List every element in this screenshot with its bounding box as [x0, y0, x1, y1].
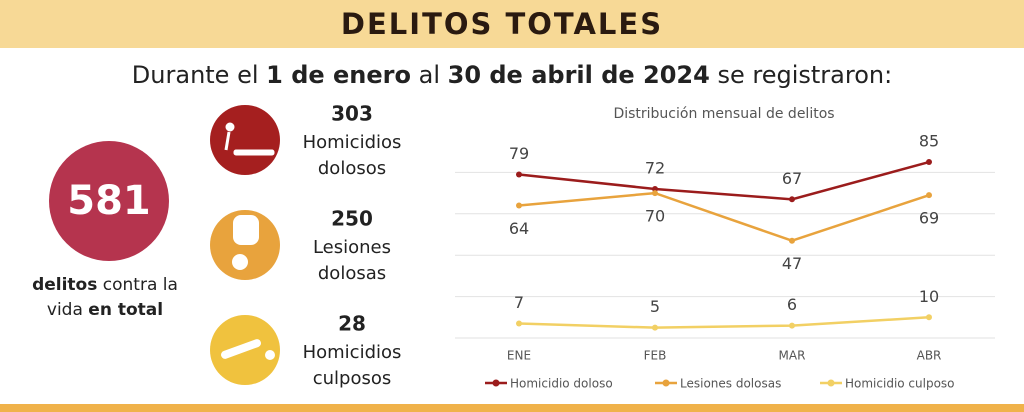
chart-title: Distribución mensual de delitos	[613, 106, 834, 122]
stat-label: dolosos	[318, 158, 386, 179]
stat-value: 28	[338, 312, 366, 336]
point	[926, 314, 932, 321]
point	[789, 237, 795, 244]
stat-label: Homicidios	[303, 342, 402, 363]
stat-label: Homicidios	[303, 132, 402, 153]
legend-label: Homicidio doloso	[510, 377, 613, 391]
series-line	[518, 316, 930, 329]
total-value: 581	[67, 178, 151, 224]
text-segment: 30 de abril de 2024	[448, 61, 710, 89]
icon-homicidio	[224, 122, 275, 156]
series-line	[518, 160, 930, 201]
data-label: 79	[509, 144, 529, 163]
point	[652, 324, 658, 331]
footer-band	[0, 404, 1024, 412]
text-segment: vida	[47, 300, 88, 320]
data-label: 10	[919, 287, 939, 306]
series-line	[518, 191, 930, 243]
text-segment: al	[411, 61, 448, 89]
rich-text: Durante el 1 de enero al 30 de abril de …	[132, 61, 892, 89]
point	[652, 190, 658, 197]
text-segment: 1 de enero	[266, 61, 411, 89]
point	[926, 159, 932, 166]
text-segment: :	[884, 61, 892, 89]
text-segment: Durante el	[132, 61, 266, 89]
point	[516, 320, 522, 327]
header-title: DELITOS TOTALES	[341, 7, 663, 41]
data-label: 69	[919, 209, 939, 228]
text-segment: en total	[88, 300, 163, 320]
point	[516, 171, 522, 178]
point	[516, 202, 522, 209]
data-label: 7	[514, 293, 524, 312]
stat-label: dolosas	[318, 263, 386, 284]
x-tick-label: FEB	[644, 349, 667, 363]
icon-culposo	[221, 339, 275, 360]
data-label: 72	[645, 158, 665, 177]
x-tick-label: ENE	[507, 349, 531, 363]
data-label: 70	[645, 207, 665, 226]
point	[926, 192, 932, 199]
stat-circle	[210, 105, 280, 175]
stat-label: culposos	[313, 368, 392, 389]
stat-value: 250	[331, 207, 373, 231]
data-label: 5	[650, 297, 660, 316]
data-label: 67	[782, 169, 802, 188]
rich-text: vida en total	[47, 300, 163, 320]
point	[652, 185, 658, 192]
stat-label: Lesiones	[313, 237, 391, 258]
legend-label: Lesiones dolosas	[680, 377, 781, 391]
header-band	[0, 0, 1024, 48]
text-segment: se registraron	[710, 61, 884, 89]
data-label: 85	[919, 132, 939, 151]
rich-text: delitos contra la	[32, 275, 178, 295]
point	[789, 196, 795, 203]
x-tick-label: MAR	[779, 349, 806, 363]
point	[789, 322, 795, 329]
x-tick-label: ABR	[917, 349, 942, 363]
data-label: 6	[787, 295, 797, 314]
data-label: 47	[782, 254, 802, 273]
legend-label: Homicidio culposo	[845, 377, 955, 391]
icon-lesiones	[232, 215, 259, 270]
text-segment: delitos	[32, 275, 97, 295]
total-circle	[49, 141, 169, 261]
text-segment: contra la	[97, 275, 178, 295]
stat-value: 303	[331, 102, 373, 126]
data-label: 64	[509, 219, 529, 238]
